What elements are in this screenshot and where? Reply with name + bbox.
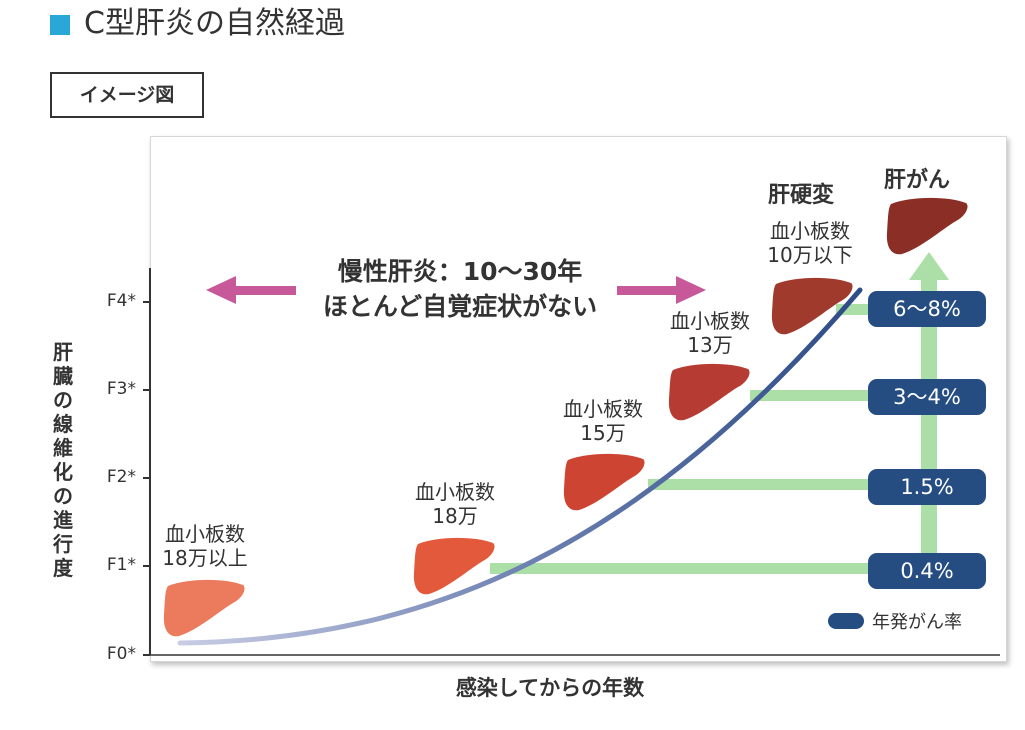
y-tick-label-f3: F3*	[106, 379, 136, 399]
liver-illustrations	[163, 197, 968, 637]
connector-f2	[648, 479, 870, 490]
platelet-label-f2: 血小板数 15万	[563, 397, 643, 445]
vertical-arrow-head	[909, 252, 949, 280]
platelet-label-cirrhosis: 血小板数 10万以下	[767, 219, 853, 267]
rate-badge-f1: 0.4%	[868, 553, 986, 589]
page-title: C型肝炎の自然経過	[84, 6, 345, 41]
chronic-arrows	[206, 276, 706, 304]
left-arrow-head	[206, 276, 236, 304]
chronic-hepatitis-symptoms: ほとんど自覚症状がない	[322, 292, 598, 321]
connector-f3	[750, 390, 870, 401]
liver-icon-f3	[668, 363, 750, 421]
image-label-badge: イメージ図	[50, 72, 204, 118]
platelet-label-f3: 血小板数 13万	[670, 309, 750, 357]
stage-cancer-label: 肝がん	[884, 168, 951, 193]
liver-icon-f1	[413, 537, 495, 595]
y-axis-title: 肝臓の 線維化 の進行 度	[53, 340, 73, 580]
legend-label: 年発がん率	[872, 612, 962, 633]
platelet-label-f0: 血小板数 18万以上	[162, 522, 248, 570]
liver-icon-cancer	[886, 197, 968, 255]
y-tick-label-f0: F0*	[106, 644, 136, 664]
liver-icon-f2	[563, 453, 645, 511]
connector-f4	[836, 304, 870, 315]
rate-badge-f4: 6〜8%	[868, 291, 986, 327]
x-axis-title: 感染してからの年数	[455, 676, 645, 700]
y-tick-label-f2: F2*	[106, 467, 136, 487]
platelet-label-f1: 血小板数 18万	[415, 480, 495, 528]
rate-badge-f2: 1.5%	[868, 469, 986, 505]
rate-badge-f3: 3〜4%	[868, 379, 986, 415]
chronic-hepatitis-duration: 慢性肝炎：10〜30年	[337, 257, 583, 286]
liver-icon-cirrhosis	[771, 277, 853, 335]
y-tick-label-f4: F4*	[106, 291, 136, 311]
connector-f1	[490, 563, 870, 574]
right-arrow-shaft	[617, 286, 679, 295]
fibrosis-curve	[177, 287, 863, 646]
left-arrow-shaft	[232, 286, 296, 295]
liver-icon-f0	[163, 579, 245, 637]
legend-swatch	[828, 613, 864, 629]
right-arrow-head	[676, 276, 706, 304]
title-marker	[50, 15, 70, 35]
y-tick-label-f1: F1*	[106, 555, 136, 575]
stage-cirrhosis-label: 肝硬変	[768, 183, 835, 208]
